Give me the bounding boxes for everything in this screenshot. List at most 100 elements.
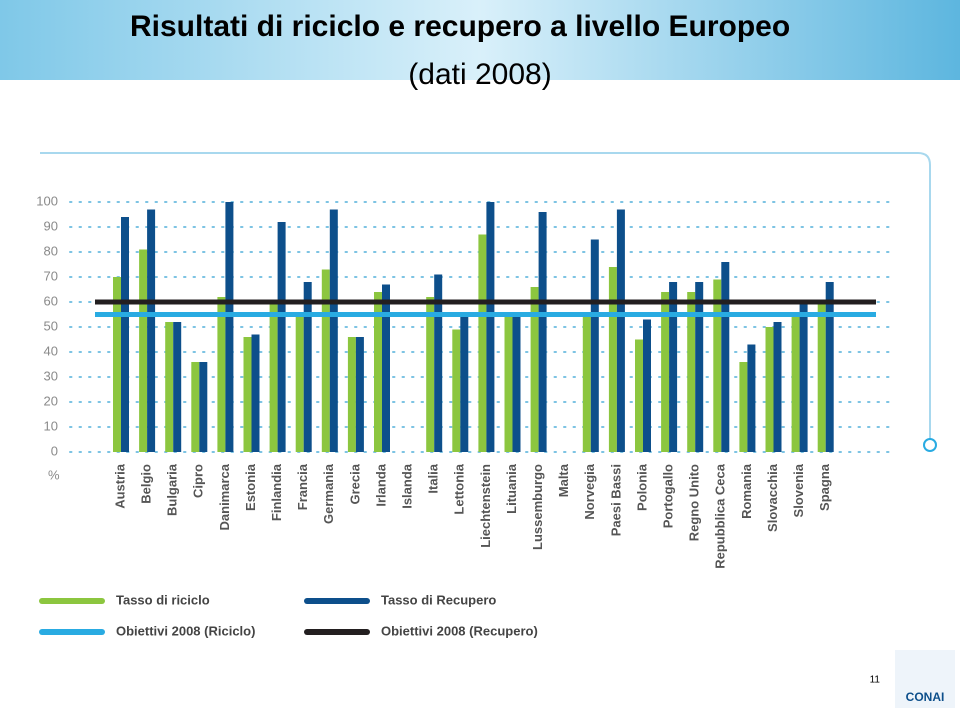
x-tick-label: Slovacchia bbox=[765, 463, 780, 532]
y-tick-label: 70 bbox=[44, 268, 58, 283]
bar bbox=[277, 222, 286, 452]
bar bbox=[121, 217, 129, 452]
bar bbox=[669, 282, 678, 452]
x-tick-label: Repubblica Ceca bbox=[713, 463, 728, 569]
bar bbox=[713, 279, 722, 452]
x-tick-label: Belgio bbox=[139, 464, 154, 504]
bar bbox=[799, 299, 808, 452]
header-banner bbox=[0, 0, 960, 80]
bar bbox=[661, 292, 670, 452]
bar bbox=[225, 202, 234, 452]
x-tick-label: Islanda bbox=[400, 463, 415, 509]
bar bbox=[139, 249, 148, 452]
bar bbox=[791, 314, 800, 452]
page-number: 11 bbox=[870, 675, 881, 686]
bar bbox=[347, 337, 356, 452]
legend-label: Tasso di riciclo bbox=[116, 592, 210, 607]
bar bbox=[739, 362, 748, 452]
bar bbox=[512, 314, 521, 452]
x-tick-label: Francia bbox=[295, 463, 310, 510]
logo-box bbox=[895, 650, 955, 708]
bar bbox=[434, 274, 443, 452]
panel-border bbox=[40, 152, 931, 445]
unit-label: % bbox=[48, 467, 60, 482]
y-tick-label: 30 bbox=[44, 368, 58, 383]
bar bbox=[721, 262, 730, 452]
bar bbox=[355, 337, 364, 452]
bar bbox=[504, 317, 513, 452]
bar bbox=[173, 322, 182, 452]
bar bbox=[217, 297, 226, 452]
bar bbox=[773, 322, 782, 452]
x-tick-label: Malta bbox=[556, 463, 571, 497]
x-tick-label: Lituania bbox=[504, 463, 519, 514]
x-tick-label: Grecia bbox=[347, 463, 362, 504]
y-tick-label: 40 bbox=[44, 343, 58, 358]
y-tick-label: 20 bbox=[44, 393, 58, 408]
x-tick-label: Lettonia bbox=[452, 463, 467, 514]
bar bbox=[635, 339, 643, 452]
bar bbox=[538, 212, 547, 452]
x-tick-label: Norvegia bbox=[582, 463, 597, 519]
x-tick-label: Austria bbox=[112, 463, 127, 509]
x-tick-label: Lussemburgo bbox=[530, 464, 545, 550]
bar bbox=[251, 334, 260, 452]
bar bbox=[478, 234, 487, 452]
x-tick-label: Finlandia bbox=[269, 463, 284, 521]
bar bbox=[382, 284, 390, 452]
bar bbox=[616, 209, 625, 452]
bar bbox=[165, 322, 174, 452]
bar bbox=[321, 269, 330, 452]
x-tick-label: Cipro bbox=[191, 464, 206, 498]
bar bbox=[765, 327, 774, 452]
x-tick-label: Portogallo bbox=[661, 464, 676, 528]
bar bbox=[452, 329, 461, 452]
x-tick-label: Bulgaria bbox=[165, 463, 180, 516]
bar bbox=[374, 292, 382, 452]
x-tick-label: Regno Unito bbox=[687, 464, 702, 541]
bar bbox=[113, 277, 121, 452]
bar bbox=[460, 317, 469, 452]
plot: 0 10 20 30 40 50 60 70 80 90 100 Austria Belgio Bulga… bbox=[36, 193, 891, 638]
x-tick-label: Germania bbox=[321, 463, 336, 524]
x-tick-label: Danimarca bbox=[217, 463, 232, 530]
y-tick-label: 60 bbox=[44, 293, 58, 308]
bar bbox=[817, 299, 826, 452]
bar bbox=[608, 267, 617, 452]
y-tick-label: 100 bbox=[36, 193, 58, 208]
bar bbox=[486, 202, 495, 452]
logo: CONAI bbox=[906, 690, 945, 704]
legend-label: Obiettivi 2008 (Recupero) bbox=[381, 623, 538, 638]
bar bbox=[643, 319, 651, 452]
y-tick-label: 90 bbox=[44, 218, 58, 233]
bar bbox=[303, 282, 312, 452]
x-tick-label: Paesi Bassi bbox=[608, 464, 623, 536]
bar bbox=[590, 239, 599, 452]
bar bbox=[295, 312, 304, 452]
y-tick-label: 10 bbox=[44, 418, 58, 433]
legend-label: Tasso di Recupero bbox=[381, 592, 496, 607]
x-tick-label: Liechtenstein bbox=[478, 464, 493, 548]
bar bbox=[191, 362, 200, 452]
x-tick-label: Estonia bbox=[243, 463, 258, 511]
panel-dot bbox=[923, 438, 937, 452]
slide-title: Risultati di riciclo e recupero a livell… bbox=[130, 10, 790, 43]
bar bbox=[687, 292, 696, 452]
bar bbox=[426, 297, 435, 452]
bar bbox=[582, 312, 591, 452]
bar bbox=[695, 282, 704, 452]
x-tick-label: Slovenia bbox=[791, 463, 806, 517]
bar bbox=[269, 304, 278, 452]
x-tick-label: Irlanda bbox=[373, 463, 388, 506]
bar bbox=[147, 209, 156, 452]
x-tick-label: Italia bbox=[426, 463, 441, 493]
x-tick-label: Romania bbox=[739, 463, 754, 519]
slide-subtitle: (dati 2008) bbox=[408, 58, 551, 91]
bar bbox=[199, 362, 208, 452]
y-tick-label: 50 bbox=[44, 318, 58, 333]
bar bbox=[329, 209, 338, 452]
bar bbox=[530, 287, 539, 452]
bar bbox=[747, 344, 756, 452]
